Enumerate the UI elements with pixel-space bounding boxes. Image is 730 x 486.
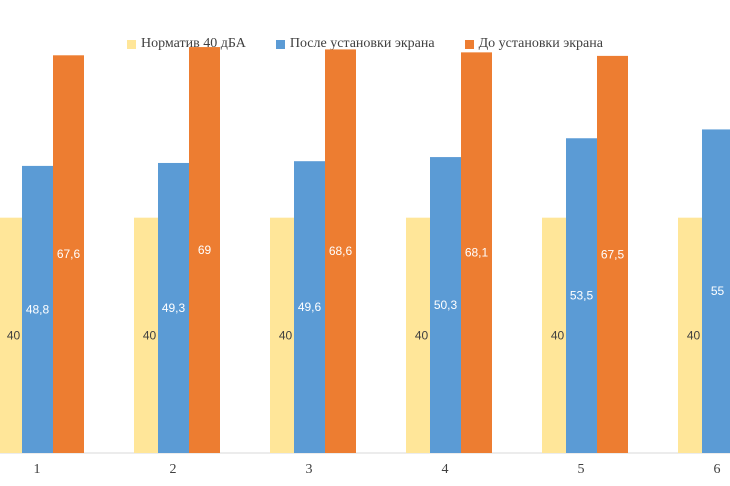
legend: Норматив 40 дБА После установки экрана Д… [0,36,730,52]
data-label-series-1-cat-3: 49,6 [298,300,322,314]
bar-series-2-cat-5 [597,55,628,453]
data-label-series-0-cat-4: 40 [415,328,429,342]
data-label-series-0-cat-5: 40 [551,328,565,342]
data-label-series-2-cat-3: 68,6 [329,244,353,258]
data-label-series-2-cat-5: 67,5 [601,247,625,261]
x-tick-label-4: 4 [442,462,449,477]
bar-series-2-cat-2 [189,47,220,453]
bar-series-1-cat-6 [702,129,730,453]
x-tick-label-6: 6 [714,462,721,477]
data-label-series-1-cat-1: 48,8 [26,302,50,316]
bar-series-1-cat-5 [566,138,597,454]
data-label-series-1-cat-6: 55 [711,284,725,298]
legend-swatch-after [275,39,285,49]
x-tick-label-5: 5 [578,462,585,477]
data-label-series-0-cat-6: 40 [687,328,701,342]
x-tick-label-1: 1 [34,462,41,477]
bar-series-1-cat-3 [294,161,325,454]
data-label-series-0-cat-3: 40 [279,328,293,342]
bar-series-2-cat-1 [53,55,84,453]
data-label-series-1-cat-4: 50,3 [434,298,458,312]
legend-label-after: После установки экрана [289,36,435,51]
data-label-series-1-cat-5: 53,5 [570,289,594,303]
data-label-series-0-cat-2: 40 [143,328,157,342]
bar-series-2-cat-4 [461,52,492,453]
bar-series-2-cat-3 [325,49,356,453]
legend-swatch-before [464,39,474,49]
data-label-series-2-cat-4: 68,1 [465,246,489,260]
data-label-series-0-cat-1: 40 [7,328,21,342]
bar-series-1-cat-1 [22,165,53,453]
legend-swatch-normative [127,39,137,49]
legend-label-before: До установки экрана [478,36,603,51]
legend-item-after: После установки экрана [275,36,435,52]
data-label-series-2-cat-1: 67,6 [57,247,81,261]
x-tick-label-3: 3 [306,462,313,477]
data-label-series-2-cat-2: 69 [198,243,212,257]
x-tick-label-2: 2 [170,462,177,477]
legend-item-before: До установки экрана [464,36,603,52]
bar-series-1-cat-4 [430,157,461,453]
bar-series-1-cat-2 [158,162,189,453]
data-label-series-1-cat-2: 49,3 [162,301,186,315]
